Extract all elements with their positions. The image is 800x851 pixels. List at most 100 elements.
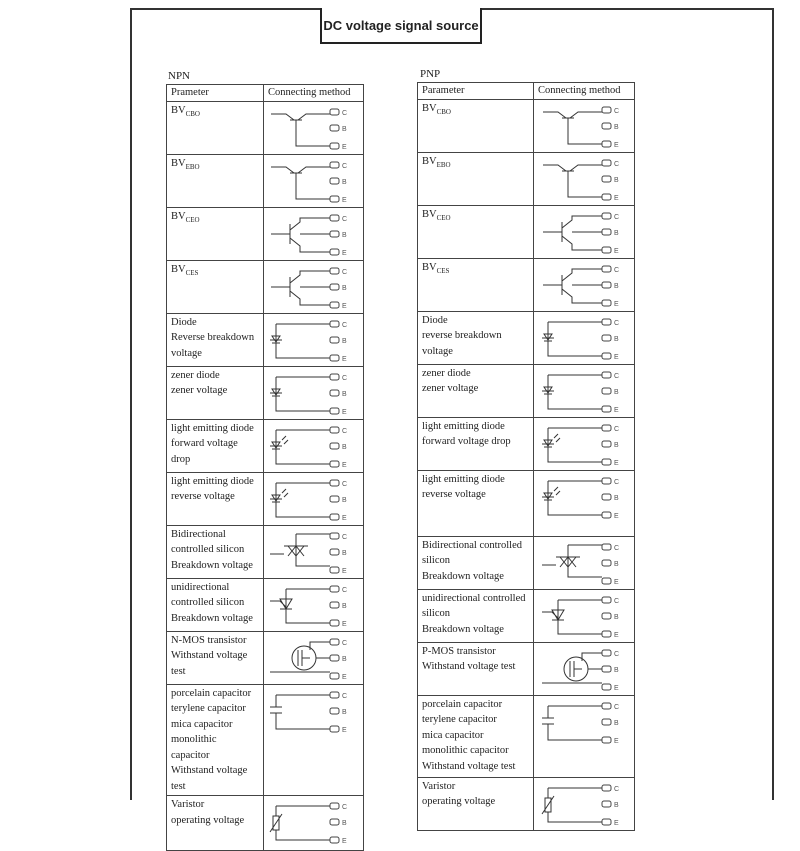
parameter-line: Withstand voltage test	[422, 661, 516, 672]
parameter-line: silicon	[422, 555, 450, 566]
connecting-method-cell: C B E	[263, 630, 364, 685]
bjt2-circuit-diagram: C B E	[271, 214, 347, 257]
parameter-line: capacitor	[171, 749, 210, 761]
parameter-line: operating voltage	[171, 814, 245, 826]
terminal-clip	[329, 548, 340, 555]
bjt2-symbol	[271, 270, 330, 305]
parameter-name: BV	[171, 104, 186, 116]
parameter-cell: porcelain capacitor terylene capacitor mic…	[166, 683, 264, 796]
parameter-line: Withstand voltage	[171, 765, 248, 776]
diode-symbol	[542, 321, 602, 356]
parameter-subscript: CEO	[436, 213, 451, 222]
diode-symbol	[542, 374, 602, 409]
terminal-label: B	[614, 124, 619, 131]
terminal-label: B	[342, 444, 347, 451]
terminal-label: E	[614, 738, 619, 745]
parameter-line: Breakdown voltage	[171, 559, 253, 571]
terminal-clip	[329, 725, 340, 732]
terminal-clip	[601, 649, 612, 656]
terminal-label: B	[342, 285, 347, 292]
terminal-label: E	[342, 838, 347, 845]
bjt-circuit-diagram: C B E	[271, 108, 347, 151]
connecting-method-cell: C B E	[533, 257, 635, 312]
parameter-subscript: EBO	[185, 162, 200, 171]
terminal-clip	[329, 214, 340, 221]
table-row: BVCBO C B E	[417, 98, 635, 153]
table-row: light emitting diode reverse voltage C B E	[417, 469, 635, 537]
connecting-method-cell: C B E	[263, 100, 364, 155]
terminal-label: C	[614, 320, 619, 327]
terminal-label: E	[342, 462, 347, 469]
terminal-clip	[601, 577, 612, 584]
terminal-label: C	[342, 322, 347, 329]
terminal-label: E	[614, 579, 619, 586]
parameter-line: Varistor	[171, 799, 205, 810]
mos-symbol	[270, 641, 330, 672]
terminal-clip	[601, 318, 612, 325]
terminal-clip	[329, 638, 340, 645]
connecting-method-cell: C B E	[533, 776, 635, 831]
parameter-subscript: CEO	[185, 215, 200, 224]
table-row: unidirectional controlled silicon Breakdow…	[166, 577, 364, 632]
bjt-circuit-diagram: C B E	[271, 161, 347, 204]
led-symbol	[270, 482, 330, 517]
terminal-clip	[601, 511, 612, 518]
parameter-cell: light emitting diode forward voltage drop	[166, 418, 264, 473]
page-frame-left	[130, 8, 132, 800]
parameter-cell: P-MOS transistor Withstand voltage test	[417, 641, 534, 696]
terminal-clip	[601, 458, 612, 465]
parameter-line: unidirectional controlled	[422, 592, 526, 604]
bjt2-circuit-diagram: C B E	[271, 267, 347, 310]
terminal-label: B	[342, 709, 347, 716]
table-row: Diode Reverse breakdown voltage C B E	[166, 312, 364, 367]
terminal-label: B	[342, 820, 347, 827]
parameter-line: unidirectional	[171, 581, 230, 593]
terminal-clip	[329, 532, 340, 539]
terminal-label: B	[342, 391, 347, 398]
parameter-cell: BVCEO	[417, 204, 534, 259]
terminal-clip	[329, 177, 340, 184]
diode-circuit-diagram: C B E	[542, 371, 619, 414]
diode-circuit-diagram: C B E	[542, 318, 619, 361]
diode-circuit-diagram: C B E	[270, 320, 347, 363]
connecting-method-cell: C B E	[533, 588, 635, 643]
terminal-label: B	[342, 126, 347, 133]
bjt2-symbol	[543, 215, 602, 250]
terminal-label: B	[614, 614, 619, 621]
connecting-method-cell: C B E	[263, 259, 364, 314]
terminal-label: E	[342, 250, 347, 257]
connecting-method-cell: C B E	[263, 524, 364, 579]
terminal-clip	[329, 248, 340, 255]
page-frame-right	[772, 8, 774, 800]
terminal-label: B	[342, 338, 347, 345]
pnp-table: Parameter Connecting method BVCBO C B E BVEB…	[417, 82, 635, 831]
terminal-label: B	[342, 179, 347, 186]
terminal-clip	[601, 424, 612, 431]
parameter-line: voltage	[171, 347, 202, 359]
terminal-clip	[601, 683, 612, 690]
parameter-line: light emitting diode	[422, 473, 505, 485]
diode-symbol	[270, 376, 330, 411]
bjt2-circuit-diagram: C B E	[543, 265, 619, 308]
connecting-method-cell: C B E	[533, 535, 635, 590]
terminal-clip	[601, 265, 612, 272]
bjt-circuit-diagram: C B E	[543, 159, 619, 202]
terminal-clip	[329, 195, 340, 202]
connecting-method-cell: C B E	[533, 469, 635, 537]
table-row: Bidirectional controlled silicon Breakdown…	[166, 524, 364, 579]
terminal-label: C	[614, 373, 619, 380]
triac-symbol	[542, 544, 602, 577]
cap-circuit-diagram: C B E	[270, 691, 347, 734]
connecting-method-cell: C B E	[533, 310, 635, 365]
terminal-label: B	[342, 656, 347, 663]
terminal-label: E	[342, 356, 347, 363]
terminal-clip	[601, 543, 612, 550]
terminal-label: C	[342, 216, 347, 223]
bjt-symbol	[271, 166, 330, 199]
header-connecting-method: Connecting method	[263, 84, 364, 102]
table-row: Varistor operating voltage C B E	[166, 795, 364, 851]
pnp-caption: PNP	[420, 68, 441, 80]
terminal-clip	[329, 495, 340, 502]
terminal-label: C	[614, 267, 619, 274]
terminal-clip	[329, 585, 340, 592]
